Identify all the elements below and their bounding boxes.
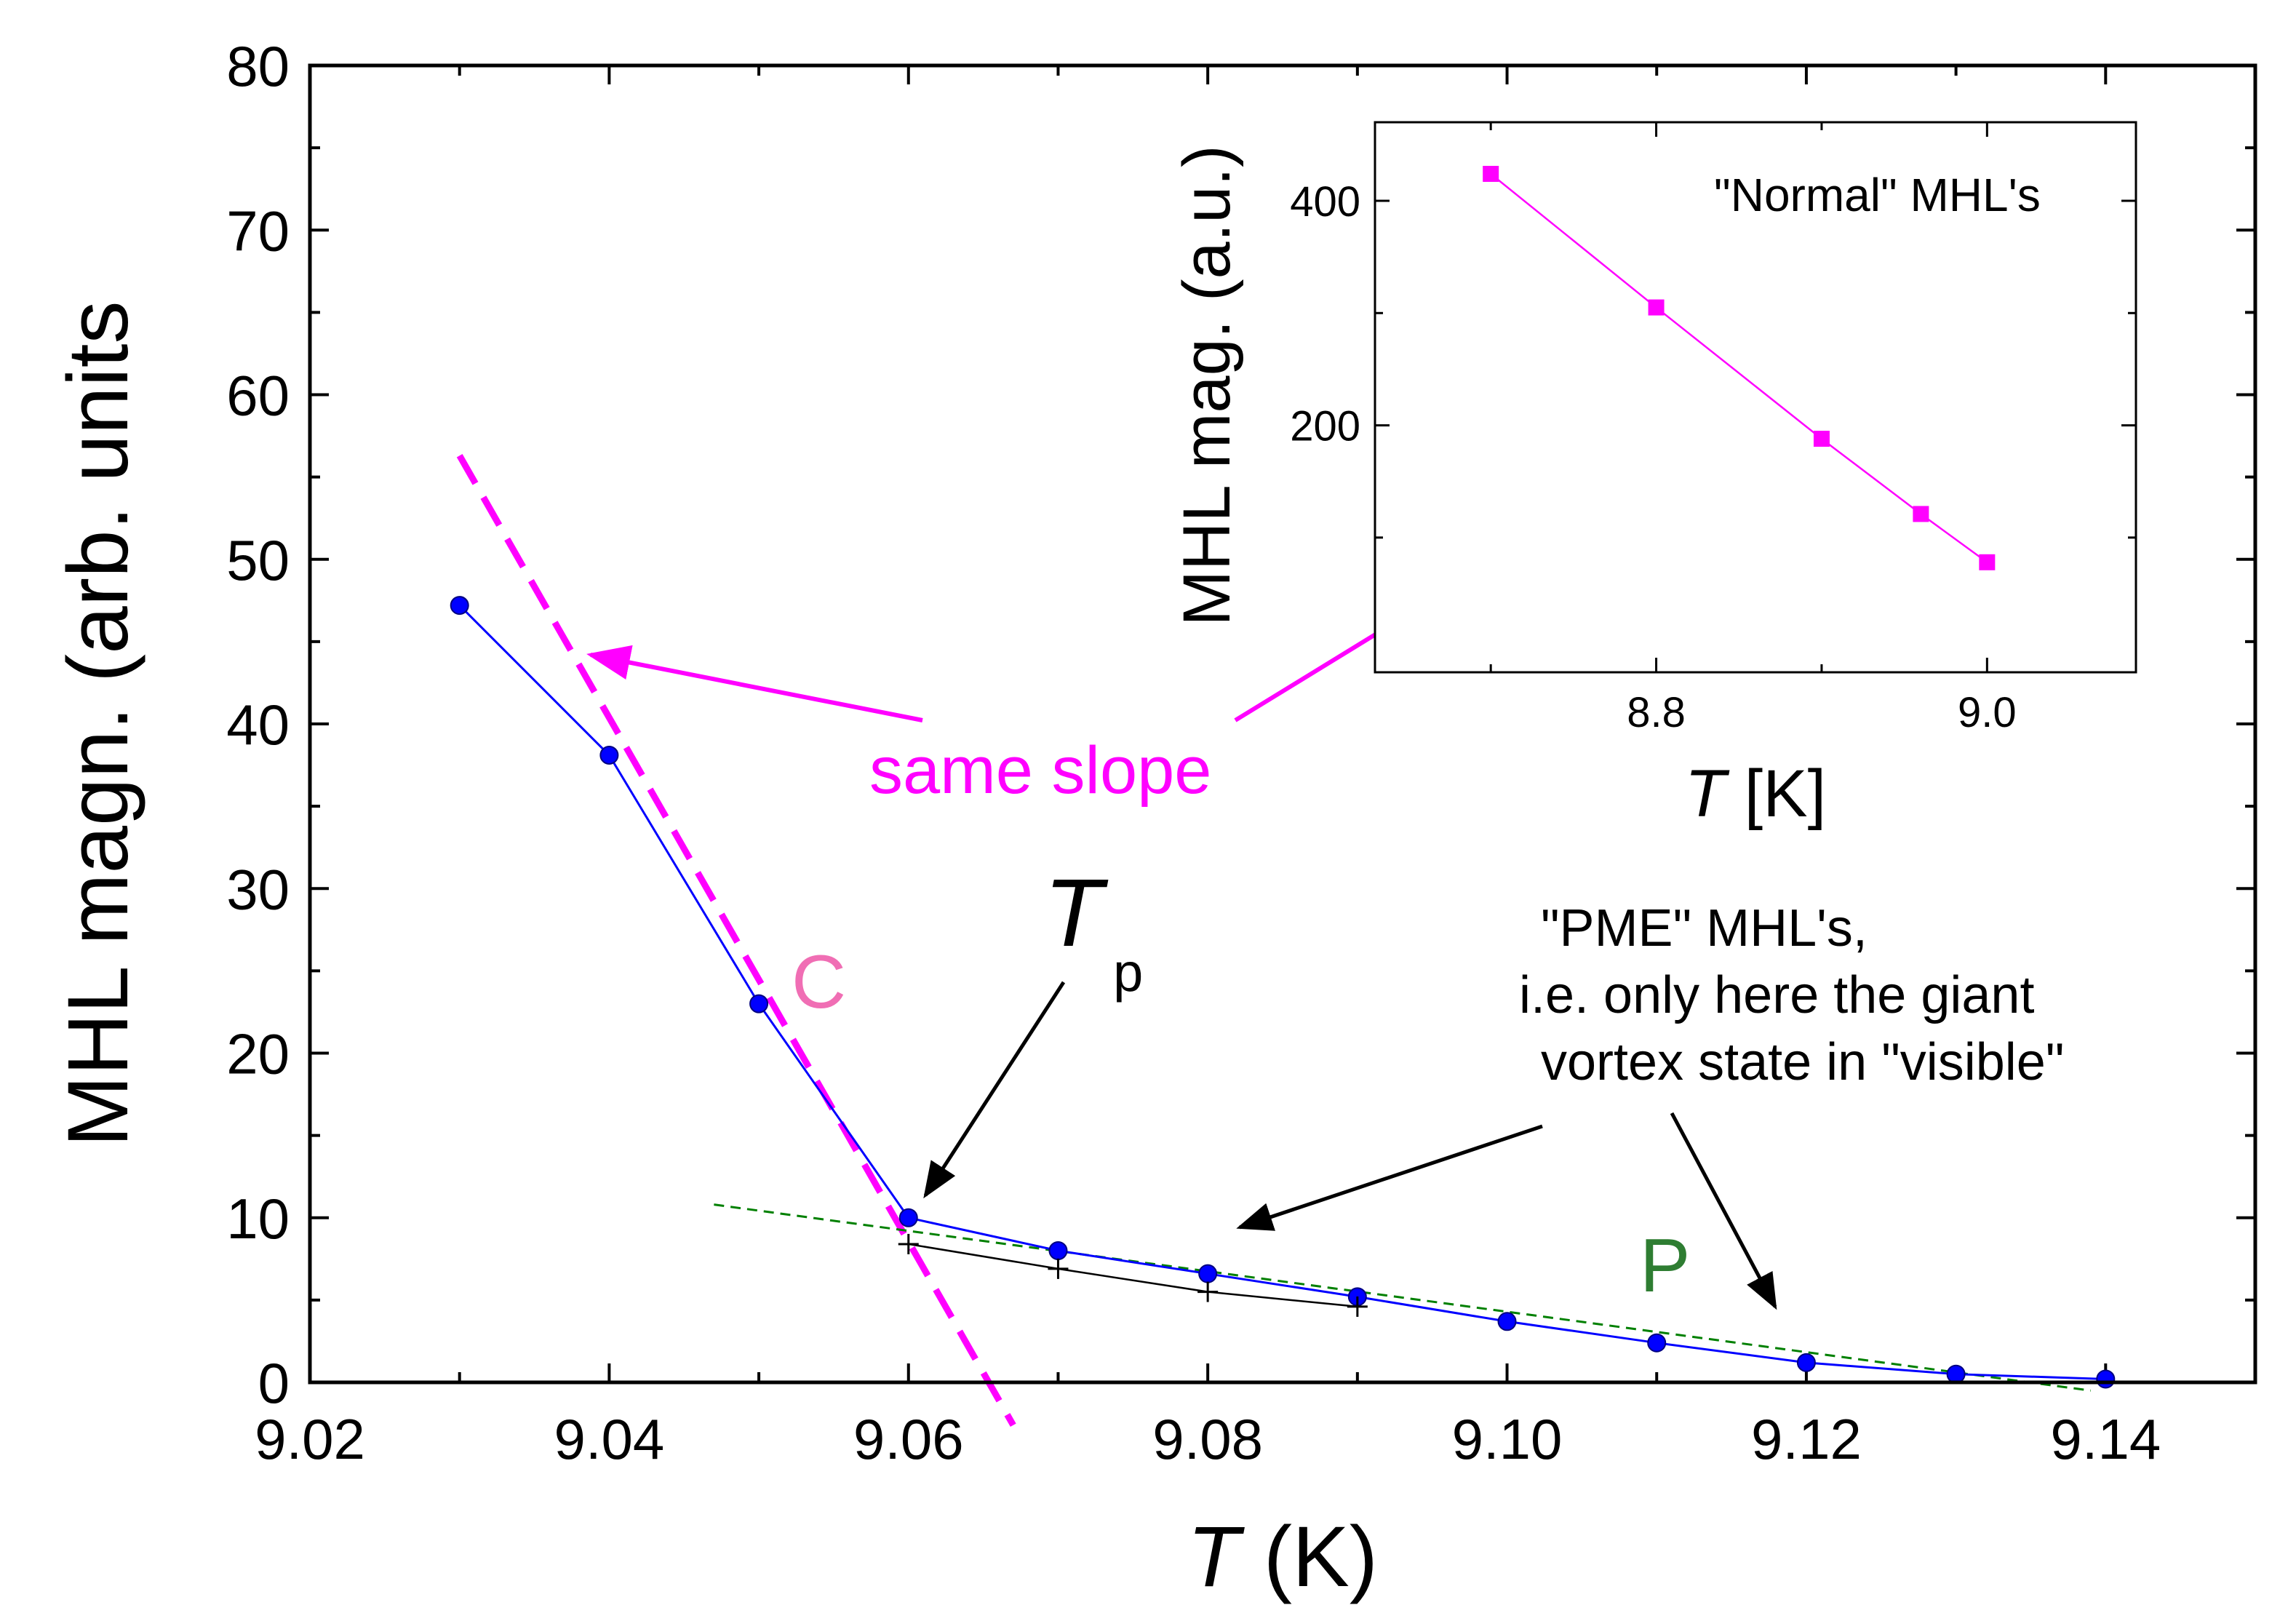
mhl-data-point	[599, 745, 619, 765]
p-region-label: P	[1640, 1224, 1690, 1308]
inset-x-tick-label: 9.0	[1958, 689, 2017, 736]
main-series	[450, 596, 2116, 1389]
mhl-data-point	[2096, 1369, 2116, 1389]
tp-label: T p	[1044, 859, 1143, 1003]
normal-mhl-data-point	[1813, 431, 1830, 447]
c-region-label: C	[792, 940, 846, 1024]
main-y-axis-label: MHL magn. (arb. units	[50, 301, 146, 1147]
normal-mhl-data-point	[1648, 299, 1665, 316]
main-y-tick-label: 10	[226, 1187, 290, 1251]
mhl-data-point	[1946, 1364, 1966, 1384]
reference-data-point	[898, 1233, 919, 1254]
mhl-data-point	[1647, 1333, 1667, 1353]
inset-legend: "Normal" MHL's	[1714, 169, 2041, 221]
c-slope-fit-line	[456, 453, 1016, 1427]
main-plot-frame	[308, 63, 2257, 1385]
same-slope-arrow-left	[586, 645, 923, 722]
mhl-data-point	[450, 596, 469, 616]
inset-y-tick-label: 400	[1290, 178, 1360, 226]
inset-y-axis-label: MHL mag. (a.u.)	[1170, 145, 1244, 626]
main-y-tick-label: 0	[258, 1351, 290, 1415]
main-y-tick-label: 20	[226, 1022, 290, 1086]
reference-data-point	[1048, 1258, 1069, 1279]
tp-arrow	[923, 981, 1066, 1199]
normal-mhl-data-point	[1483, 165, 1499, 182]
reference-data-point	[1197, 1281, 1219, 1302]
pme-arrow-left	[1236, 1124, 1543, 1231]
pme-arrow-right	[1670, 1112, 1777, 1310]
inset-tick-labels: 8.8 9.0 200 400	[1290, 178, 2016, 736]
main-x-axis-label: T (K)	[1187, 1509, 1378, 1605]
main-y-tick-label: 50	[226, 528, 290, 592]
main-y-tick-label: 40	[226, 693, 290, 757]
inset-background	[1375, 122, 2136, 672]
mhl-data-point	[1198, 1264, 1218, 1283]
pme-annotation: "PME" MHL's, i.e. only here the giant vo…	[1519, 899, 2064, 1091]
reference-series-line	[908, 1243, 1358, 1308]
inset-y-tick-label: 200	[1290, 403, 1360, 450]
mhl-data-point	[1497, 1312, 1517, 1331]
normal-mhl-data-point	[1979, 554, 1996, 570]
inset-x-tick-label: 8.8	[1627, 689, 1686, 736]
main-tick-labels: 9.02 9.04 9.06 9.08 9.10 9.12 9.14 0 10 20 30 40 50 6…	[226, 34, 2161, 1471]
main-y-tick-label: 80	[226, 34, 290, 98]
main-x-tick-label: 9.04	[554, 1407, 664, 1471]
mhl-data-point	[1048, 1241, 1068, 1260]
mhl-data-point	[1796, 1353, 1816, 1372]
main-y-tick-label: 60	[226, 364, 290, 428]
main-x-tick-label: 9.02	[255, 1407, 365, 1471]
normal-mhl-data-point	[1913, 506, 1929, 522]
main-x-tick-label: 9.06	[853, 1407, 964, 1471]
same-slope-label: same slope	[869, 733, 1211, 808]
main-x-tick-label: 9.10	[1452, 1407, 1563, 1471]
mhl-series-line	[458, 605, 2106, 1380]
main-x-tick-label: 9.12	[1751, 1407, 1862, 1471]
mhl-data-point	[749, 994, 769, 1013]
inset-plot-frame	[1374, 121, 2137, 674]
main-y-tick-label: 30	[226, 857, 290, 921]
inset-x-axis-label: T [K]	[1685, 757, 1826, 831]
main-fit-lines	[456, 453, 2091, 1427]
reference-data-point	[1347, 1296, 1368, 1317]
main-x-tick-label: 9.08	[1152, 1407, 1263, 1471]
p-slope-fit-line	[714, 1203, 2091, 1392]
inset-series	[1483, 165, 1996, 570]
mhl-data-point	[898, 1208, 918, 1227]
main-y-tick-label: 70	[226, 199, 290, 263]
main-x-tick-label: 9.14	[2050, 1407, 2161, 1471]
inset-axis-ticks	[1375, 122, 2136, 672]
